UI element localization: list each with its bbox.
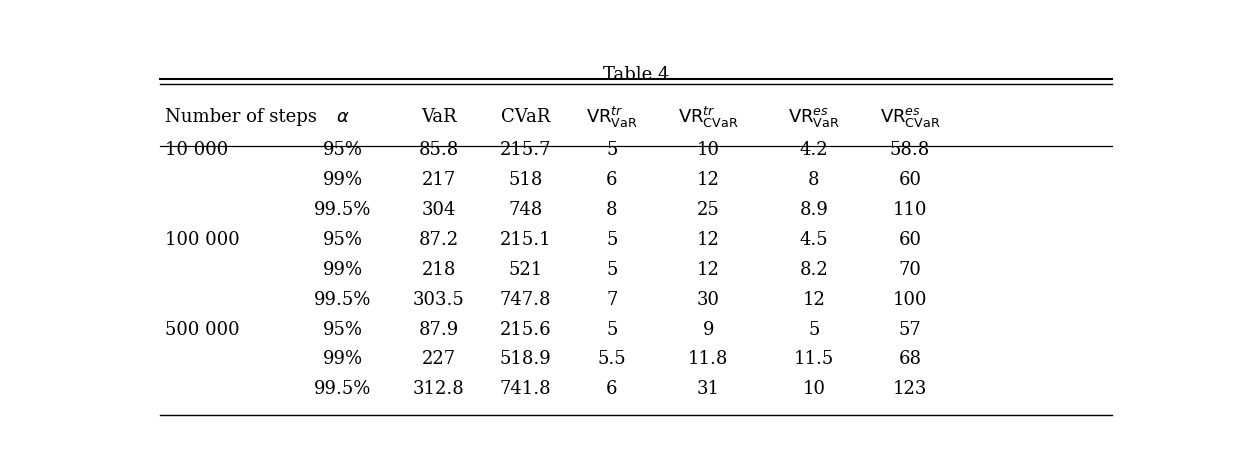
Text: 5: 5 [808,320,819,338]
Text: $\mathrm{VR}^{tr}_{\mathrm{CVaR}}$: $\mathrm{VR}^{tr}_{\mathrm{CVaR}}$ [678,105,738,130]
Text: 218: 218 [422,261,455,279]
Text: 99.5%: 99.5% [314,291,371,309]
Text: 518: 518 [509,171,542,189]
Text: 95%: 95% [323,141,362,159]
Text: 100: 100 [892,291,927,309]
Text: 217: 217 [422,171,455,189]
Text: $\mathrm{VR}^{tr}_{\mathrm{VaR}}$: $\mathrm{VR}^{tr}_{\mathrm{VaR}}$ [586,105,638,130]
Text: 5: 5 [607,141,618,159]
Text: 30: 30 [696,291,720,309]
Text: 10: 10 [803,380,825,398]
Text: 304: 304 [422,201,455,219]
Text: 8: 8 [606,201,618,219]
Text: 99.5%: 99.5% [314,380,371,398]
Text: 70: 70 [898,261,922,279]
Text: 748: 748 [509,201,542,219]
Text: 747.8: 747.8 [500,291,551,309]
Text: 215.6: 215.6 [500,320,551,338]
Text: $\mathrm{VR}^{es}_{\mathrm{CVaR}}$: $\mathrm{VR}^{es}_{\mathrm{CVaR}}$ [880,106,941,128]
Text: 85.8: 85.8 [418,141,459,159]
Text: 87.2: 87.2 [418,231,459,249]
Text: 12: 12 [696,231,720,249]
Text: 12: 12 [696,171,720,189]
Text: 99%: 99% [323,261,362,279]
Text: 95%: 95% [323,231,362,249]
Text: 9: 9 [702,320,714,338]
Text: 303.5: 303.5 [413,291,464,309]
Text: 12: 12 [696,261,720,279]
Text: 521: 521 [509,261,542,279]
Text: Number of steps: Number of steps [165,108,316,126]
Text: 60: 60 [898,171,922,189]
Text: 312.8: 312.8 [413,380,464,398]
Text: 500 000: 500 000 [165,320,240,338]
Text: 8: 8 [808,171,820,189]
Text: Table 4: Table 4 [603,66,669,84]
Text: 5: 5 [607,261,618,279]
Text: 6: 6 [606,171,618,189]
Text: 60: 60 [898,231,922,249]
Text: 215.7: 215.7 [500,141,551,159]
Text: 4.5: 4.5 [799,231,828,249]
Text: $\mathrm{VR}^{es}_{\mathrm{VaR}}$: $\mathrm{VR}^{es}_{\mathrm{VaR}}$ [788,106,840,128]
Text: 25: 25 [696,201,720,219]
Text: 518.9: 518.9 [500,350,551,368]
Text: 5: 5 [607,231,618,249]
Text: 100 000: 100 000 [165,231,240,249]
Text: 7: 7 [607,291,618,309]
Text: 4.2: 4.2 [799,141,828,159]
Text: CVaR: CVaR [500,108,550,126]
Text: 8.2: 8.2 [799,261,828,279]
Text: 10: 10 [696,141,720,159]
Text: 6: 6 [606,380,618,398]
Text: 12: 12 [803,291,825,309]
Text: 58.8: 58.8 [890,141,931,159]
Text: 227: 227 [422,350,455,368]
Text: $\alpha$: $\alpha$ [336,108,350,126]
Text: 123: 123 [894,380,927,398]
Text: 99%: 99% [323,350,362,368]
Text: 11.5: 11.5 [794,350,834,368]
Text: 10 000: 10 000 [165,141,228,159]
Text: 87.9: 87.9 [418,320,459,338]
Text: 8.9: 8.9 [799,201,829,219]
Text: 110: 110 [892,201,927,219]
Text: 5.5: 5.5 [598,350,627,368]
Text: VaR: VaR [421,108,457,126]
Text: 99.5%: 99.5% [314,201,371,219]
Text: 99%: 99% [323,171,362,189]
Text: 57: 57 [898,320,922,338]
Text: 68: 68 [898,350,922,368]
Text: 11.8: 11.8 [688,350,728,368]
Text: 95%: 95% [323,320,362,338]
Text: 31: 31 [696,380,720,398]
Text: 741.8: 741.8 [500,380,551,398]
Text: 215.1: 215.1 [500,231,551,249]
Text: 5: 5 [607,320,618,338]
